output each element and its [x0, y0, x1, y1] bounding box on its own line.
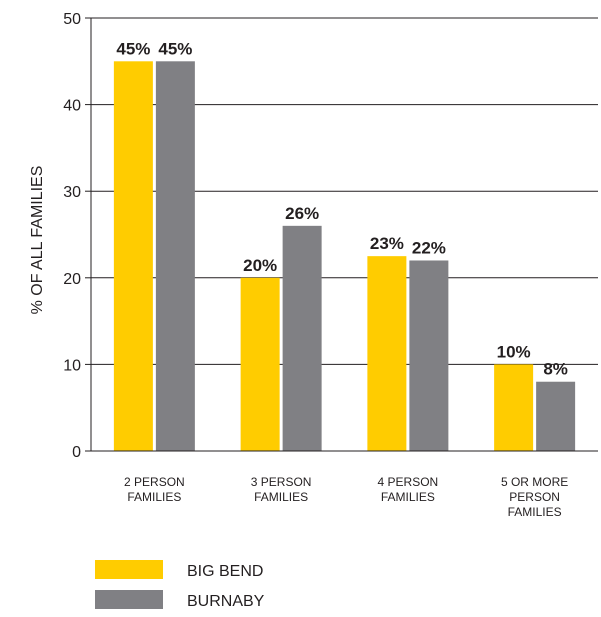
y-tick-label: 50: [63, 11, 81, 28]
bar: [113, 61, 153, 452]
y-tick-label: 30: [63, 184, 81, 201]
category-label-line: PERSON: [509, 490, 560, 504]
bar: [282, 225, 322, 451]
data-label: 10%: [497, 342, 531, 361]
bar: [155, 61, 195, 452]
data-label: 8%: [543, 360, 568, 379]
bars: [113, 61, 576, 452]
category-label-line: FAMILIES: [508, 505, 562, 519]
data-label: 20%: [243, 256, 277, 275]
y-tick-label: 0: [72, 444, 81, 461]
y-tick-label: 40: [63, 98, 81, 115]
category-label-line: 5 OR MORE: [501, 475, 568, 489]
category-label-line: 2 PERSON: [124, 475, 185, 489]
bar: [367, 256, 407, 451]
legend: BIG BEND BURNABY: [95, 560, 265, 610]
y-tick-label: 10: [63, 357, 81, 374]
category-label-line: 3 PERSON: [251, 475, 312, 489]
category-label-line: FAMILIES: [381, 490, 435, 504]
category-label-line: FAMILIES: [127, 490, 181, 504]
legend-swatch: [95, 590, 163, 609]
legend-swatch: [95, 560, 163, 579]
data-label: 45%: [158, 39, 192, 58]
category-label: 2 PERSON FAMILIES: [124, 475, 185, 504]
data-label: 22%: [412, 238, 446, 257]
category-label: 5 OR MORE PERSON FAMILIES: [501, 475, 568, 519]
bar: [494, 364, 534, 451]
category-label: 4 PERSON FAMILIES: [378, 475, 439, 504]
bar: [240, 277, 280, 451]
category-label: 3 PERSON FAMILIES: [251, 475, 312, 504]
data-label: 23%: [370, 234, 404, 253]
legend-label: BIG BEND: [187, 563, 263, 580]
axes: 0 10 20 30 40 50: [63, 11, 598, 461]
y-tick-label: 20: [63, 271, 81, 288]
y-axis-label: % OF ALL FAMILIES: [29, 166, 46, 315]
bar: [536, 381, 576, 451]
bar: [409, 260, 449, 451]
legend-label: BURNABY: [187, 593, 265, 610]
category-label-line: FAMILIES: [254, 490, 308, 504]
data-label: 45%: [116, 39, 150, 58]
data-label: 26%: [285, 204, 319, 223]
category-label-line: 4 PERSON: [378, 475, 439, 489]
